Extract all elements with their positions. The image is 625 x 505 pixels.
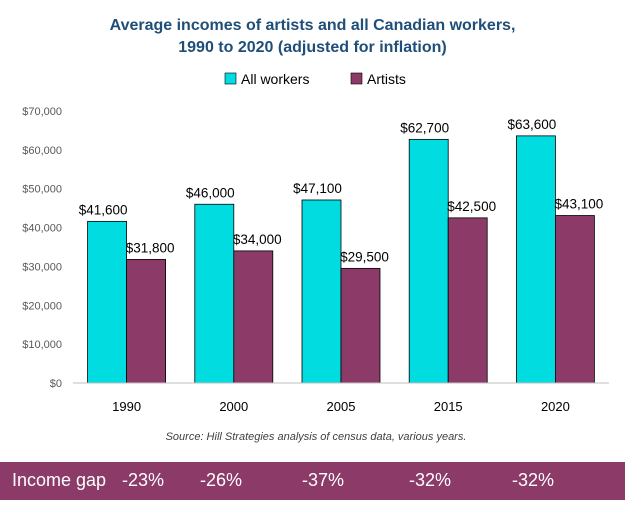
data-label-artists-2015: $42,500 <box>447 199 496 214</box>
income-gap-2005: -37% <box>302 470 345 490</box>
x-tick-label-2005: 2005 <box>327 399 356 414</box>
data-label-all-workers-2000: $46,000 <box>186 185 235 200</box>
chart-title-line-1: Average incomes of artists and all Canad… <box>110 17 516 34</box>
income-gap-1990: -23% <box>122 470 165 490</box>
x-tick-label-1990: 1990 <box>112 399 141 414</box>
bar-all-workers-1990 <box>87 220 127 384</box>
bar-artists-2000 <box>233 250 274 384</box>
chart-title-line-2: 1990 to 2020 (adjusted for inflation) <box>178 39 447 56</box>
y-tick-label-5: $50,000 <box>22 184 62 196</box>
y-tick-label-3: $30,000 <box>22 261 62 273</box>
bar-all-workers-2005 <box>301 199 342 384</box>
data-label-all-workers-2015: $62,700 <box>400 120 449 135</box>
bar-artists-2015 <box>447 217 488 384</box>
income-gap-2015: -32% <box>409 470 452 490</box>
legend-label-all-workers: All workers <box>241 71 309 87</box>
data-label-all-workers-1990: $41,600 <box>79 202 128 217</box>
y-tick-label-1: $10,000 <box>22 339 62 351</box>
bar-artists-1990 <box>126 259 166 384</box>
income-gap-2020: -32% <box>512 470 555 490</box>
x-tick-label-2015: 2015 <box>434 399 463 414</box>
bar-artists-2005 <box>340 267 381 384</box>
data-label-artists-2005: $29,500 <box>340 249 389 264</box>
bar-all-workers-2000 <box>194 203 235 384</box>
chart: Average incomes of artists and all Canad… <box>22 17 609 443</box>
bar-artists-2020 <box>555 215 595 384</box>
y-tick-label-6: $60,000 <box>22 145 62 157</box>
y-tick-label-4: $40,000 <box>22 223 62 235</box>
bar-all-workers-2020 <box>516 135 556 384</box>
bar-all-workers-2015 <box>408 138 449 384</box>
y-tick-label-0: $0 <box>50 378 62 390</box>
income-gap-2000: -26% <box>200 470 243 490</box>
data-label-all-workers-2005: $47,100 <box>293 181 342 196</box>
data-label-artists-2020: $43,100 <box>554 197 603 212</box>
income-gap-bar: Income gap -23% -26% -37% -32% -32% <box>0 462 625 500</box>
legend-swatch-all-workers <box>224 72 237 85</box>
data-label-artists-2000: $34,000 <box>233 232 282 247</box>
income-gap-label: Income gap <box>12 470 107 490</box>
legend-label-artists: Artists <box>367 71 406 87</box>
y-tick-label-2: $20,000 <box>22 300 62 312</box>
data-label-all-workers-2020: $63,600 <box>507 117 556 132</box>
source-note: Source: Hill Strategies analysis of cens… <box>166 431 467 443</box>
data-label-artists-1990: $31,800 <box>126 240 175 255</box>
legend-swatch-artists <box>350 72 363 85</box>
x-tick-label-2020: 2020 <box>541 399 570 414</box>
y-tick-label-7: $70,000 <box>22 106 62 118</box>
x-tick-label-2000: 2000 <box>219 399 248 414</box>
plot-area: $0 $10,000 $20,000 $30,000 $40,000 $50,000 $60… <box>22 106 609 414</box>
